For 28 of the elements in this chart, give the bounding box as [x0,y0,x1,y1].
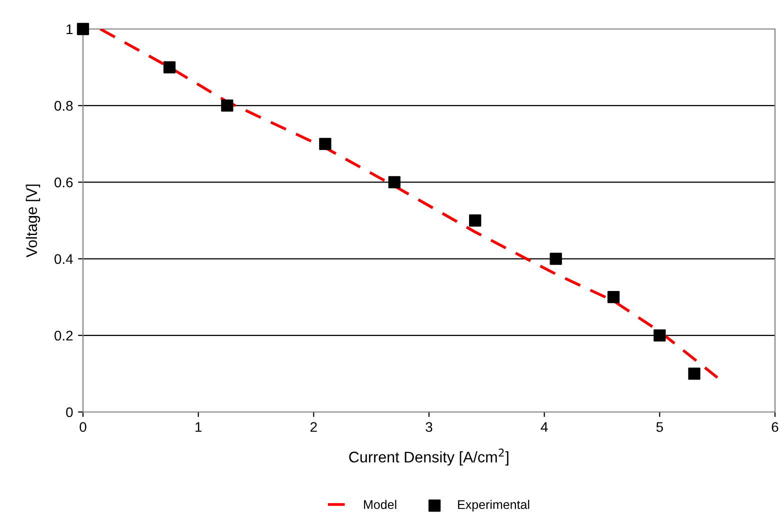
y-tick-label: 0.2 [54,330,73,341]
point [607,291,620,304]
point [163,61,176,74]
x-tick-label: 5 [656,422,663,432]
x-tick-label: 1 [196,422,202,432]
point [221,100,234,112]
x-axis-title: Current Density [A/cm$^{2}$] [349,448,508,466]
x-tick-label: 3 [426,422,432,432]
y-tick-label: 0 [66,407,73,418]
point [688,368,700,380]
point [550,252,562,265]
x-tick-label: 0 [80,422,86,432]
y-tick-label: 1 [66,24,73,34]
x-tick-label: 2 [310,422,317,432]
y-axis-title: Voltage [V] [26,184,40,258]
point [76,22,90,36]
legend-label: Model [364,500,396,510]
y-tick-label: 0.8 [54,100,73,111]
point [388,176,400,188]
x-tick-label: 6 [772,422,778,432]
x-tick-label: 4 [540,422,548,432]
line-series [98,29,719,379]
y-tick-label: 0.6 [54,178,73,188]
point [469,214,482,227]
y-tick-label: 0.4 [54,254,73,264]
legend-label: Experimental [458,500,530,512]
point [654,329,666,342]
point [319,138,332,150]
